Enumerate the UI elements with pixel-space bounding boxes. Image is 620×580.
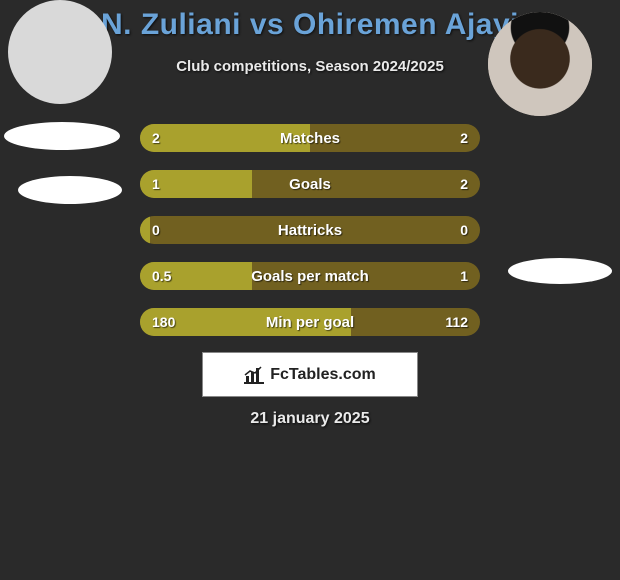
bar-right-value: 112 xyxy=(445,308,468,336)
comparison-bars: 2 Matches 2 1 Goals 2 0 Hattricks 0 0.5 … xyxy=(140,124,480,354)
bar-right-value: 2 xyxy=(460,124,468,152)
bar-right-value: 2 xyxy=(460,170,468,198)
decorative-ellipse xyxy=(18,176,122,204)
player-right-avatar xyxy=(488,12,592,116)
brand-badge: FcTables.com xyxy=(202,352,418,397)
bar-row: 0 Hattricks 0 xyxy=(140,216,480,244)
bar-row: 1 Goals 2 xyxy=(140,170,480,198)
chart-icon xyxy=(244,366,264,384)
bar-row: 2 Matches 2 xyxy=(140,124,480,152)
bar-label: Goals xyxy=(140,170,480,198)
decorative-ellipse xyxy=(4,122,120,150)
snapshot-date: 21 january 2025 xyxy=(0,410,620,428)
bar-right-value: 1 xyxy=(460,262,468,290)
bar-row: 0.5 Goals per match 1 xyxy=(140,262,480,290)
brand-text: FcTables.com xyxy=(270,366,376,384)
bar-right-value: 0 xyxy=(460,216,468,244)
decorative-ellipse xyxy=(508,258,612,284)
bar-label: Goals per match xyxy=(140,262,480,290)
bar-label: Matches xyxy=(140,124,480,152)
bar-row: 180 Min per goal 112 xyxy=(140,308,480,336)
player-left-avatar xyxy=(8,0,112,104)
avatar-face xyxy=(488,12,592,116)
bar-label: Hattricks xyxy=(140,216,480,244)
bar-label: Min per goal xyxy=(140,308,480,336)
